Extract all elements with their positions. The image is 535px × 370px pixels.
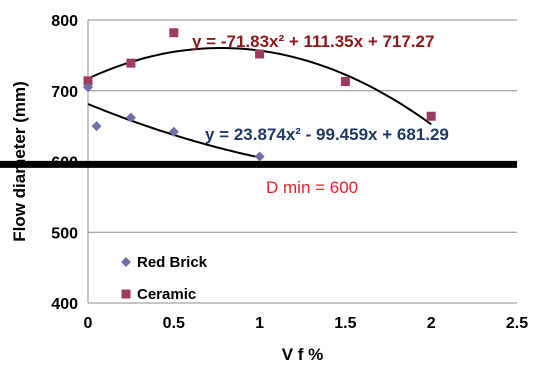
x-tick-label: 1 — [255, 315, 264, 332]
dmin-label: D min = 600 — [266, 178, 358, 197]
x-tick-label: 0 — [84, 315, 93, 332]
ceramic-point — [169, 28, 179, 38]
red-brick-point — [168, 126, 179, 137]
x-tick-label: 1.5 — [334, 315, 356, 332]
axis-titles: V f % Flow diameter (mm) — [10, 81, 323, 364]
ceramic-point — [126, 58, 136, 68]
ceramic-point — [340, 77, 350, 87]
y-tick-label: 700 — [51, 84, 78, 101]
equation-ceramic: y = -71.83x² + 111.35x + 717.27 — [192, 32, 434, 51]
x-axis-title: V f % — [282, 345, 324, 364]
data-points — [83, 28, 436, 162]
red-brick-point — [83, 82, 93, 93]
equation-red-brick: y = 23.874x² - 99.459x + 681.29 — [205, 125, 449, 144]
legend-label-red-brick: Red Brick — [137, 254, 208, 271]
legend-marker-ceramic — [121, 289, 131, 299]
legend-marker-red-brick — [121, 257, 131, 267]
x-tick-label: 0.5 — [163, 315, 185, 332]
ceramic-point — [83, 76, 93, 86]
y-tick-label: 400 — [51, 296, 78, 313]
red-brick-point — [91, 121, 102, 132]
x-tick-label: 2 — [427, 315, 436, 332]
trendline-ceramic — [87, 47, 432, 126]
ceramic-point — [426, 111, 436, 121]
ceramic-point — [255, 49, 265, 59]
red-brick-point — [125, 112, 136, 123]
y-tick-label: 500 — [51, 225, 78, 242]
legend-label-ceramic: Ceramic — [137, 286, 196, 303]
y-axis-title: Flow diameter (mm) — [10, 81, 29, 242]
tick-labels: 40050060070080000.511.522.5 — [51, 13, 528, 332]
y-tick-label: 800 — [51, 13, 78, 30]
reference-line-group: D min = 600 — [0, 160, 517, 197]
equation-labels: y = 23.874x² - 99.459x + 681.29 y = -71.8… — [192, 32, 449, 144]
x-tick-label: 2.5 — [506, 315, 528, 332]
legend: Red Brick Ceramic — [121, 254, 208, 303]
red-brick-point — [254, 151, 265, 162]
